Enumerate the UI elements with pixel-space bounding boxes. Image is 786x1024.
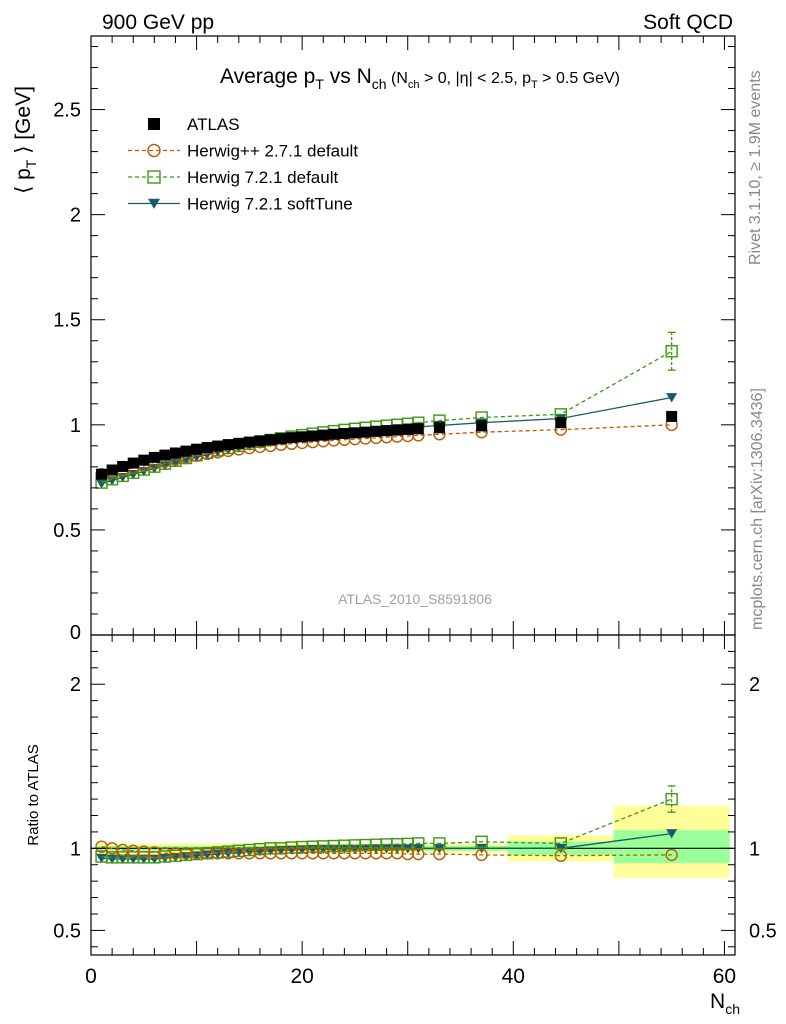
main-point-0-12: [222, 439, 234, 451]
main-series-line-3: [101, 396, 672, 485]
ratio-ytick-label-right-0: 0.5: [749, 920, 777, 942]
main-point-0-31: [433, 422, 445, 434]
ratio-point-0-32: [475, 848, 488, 862]
ratio-point-2-20: [307, 844, 319, 855]
main-ytick-label-0: 0.5: [53, 520, 81, 542]
main-series-line-1: [101, 424, 672, 475]
xtick-label-3: 60: [713, 965, 736, 988]
main-point-0-27: [381, 425, 393, 437]
legend-marker-0: [148, 118, 160, 130]
main-point-0-33: [555, 417, 567, 429]
ratio-ytick-label-right-2: 2: [749, 674, 760, 696]
legend-label-2: Herwig 7.2.1 default: [187, 168, 338, 187]
ratio-ylabel: Ratio to ATLAS: [25, 744, 42, 845]
main-point-0-15: [254, 435, 266, 447]
ratio-point-0-30: [412, 847, 425, 861]
header-right: Soft QCD: [643, 11, 733, 34]
main-point-0-22: [328, 428, 340, 440]
main-point-0-19: [296, 431, 308, 443]
main-point-2-34: [665, 345, 678, 358]
ratio-point-1-34: [665, 792, 678, 806]
main-panel: 0.5 1 1.5 2 2.5 0: [53, 35, 736, 644]
main-point-0-13: [233, 437, 245, 449]
main-point-3-1: [106, 476, 118, 486]
header-left: 900 GeV pp: [102, 11, 214, 34]
ratio-panel: 0 20 40 600.5 0.51 12 2: [53, 36, 777, 988]
main-point-0-9: [191, 443, 203, 455]
main-point-0-23: [338, 427, 350, 439]
analysis-id: ATLAS_2010_S8591806: [338, 591, 492, 607]
main-point-0-14: [243, 436, 255, 448]
main-point-3-6: [159, 461, 171, 471]
ratio-point-0-34: [665, 848, 678, 862]
ratio-point-2-25: [359, 844, 371, 854]
chart-title: Average pT vs Nch (Nch > 0, |η| < 2.5, p…: [220, 65, 620, 92]
main-point-3-0: [96, 479, 108, 489]
legend-label-3: Herwig 7.2.1 softTune: [187, 195, 353, 214]
main-point-0-20: [307, 430, 319, 442]
xtick-label-0: 0: [85, 965, 97, 988]
xtick-label-1: 20: [290, 965, 313, 988]
main-point-0-25: [359, 426, 371, 438]
main-point-0-11: [212, 440, 224, 452]
legend: ATLAS Herwig++ 2.7.1 default Herwig 7.2.1 …: [128, 115, 358, 214]
main-point-0-4: [138, 454, 150, 466]
main-point-0-21: [317, 429, 329, 441]
main-point-0-18: [286, 432, 298, 444]
ratio-point-2-28: [391, 844, 403, 854]
ratio-point-2-27: [381, 844, 393, 854]
main-point-0-24: [349, 427, 361, 439]
main-point-0-17: [275, 433, 287, 445]
main-ytick-label-2: 1.5: [53, 310, 81, 332]
ratio-ytick-label-1: 1: [70, 838, 81, 860]
main-ytick-label-1: 1: [70, 415, 81, 437]
mcplots-label: mcplots.cern.ch [arXiv:1306.3436]: [749, 388, 766, 630]
xtick-label-2: 40: [502, 965, 525, 988]
main-ytick-label-3: 2: [70, 205, 81, 227]
main-ytick-label-4: 2.5: [53, 100, 81, 122]
main-point-0-29: [402, 423, 414, 435]
main-point-0-34: [666, 410, 678, 422]
main-point-0-5: [148, 451, 160, 463]
main-point-0-30: [412, 423, 424, 435]
ratio-point-1-33: [554, 837, 568, 850]
ratio-ytick-label-0: 0.5: [53, 920, 81, 942]
ratio-ytick-label-2: 2: [70, 674, 81, 696]
main-point-0-2: [117, 460, 129, 472]
ratio-frame: [90, 634, 736, 956]
legend-label-0: ATLAS: [187, 115, 240, 134]
main-point-0-3: [127, 457, 139, 469]
main-ylabel: ⟨ pT ⟩ [GeV]: [12, 86, 39, 194]
ratio-ytick-label-right-1: 1: [749, 838, 760, 860]
ratio-point-2-32: [476, 843, 488, 854]
legend-label-1: Herwig++ 2.7.1 default: [187, 142, 358, 161]
legend-marker-1: [147, 143, 161, 158]
legend-marker-2: [147, 170, 161, 184]
main-point-0-16: [264, 434, 276, 446]
main-ytick-label-zero: 0: [70, 622, 81, 644]
ratio-point-0-33: [554, 849, 568, 862]
x-axis-label: Nch: [710, 990, 740, 1017]
rivet-label: Rivet 3.1.10, ≥ 1.9M events: [747, 70, 764, 265]
main-point-0-32: [476, 420, 488, 432]
ratio-point-2-34: [666, 829, 678, 839]
ratio-point-2-26: [370, 844, 382, 854]
legend-marker-3: [148, 198, 160, 209]
main-point-0-28: [391, 424, 403, 436]
main-point-0-10: [201, 442, 213, 454]
main-point-3-8: [180, 455, 192, 465]
ratio-point-0-31: [433, 847, 446, 861]
main-point-0-6: [159, 449, 171, 461]
ratio-point-2-24: [349, 844, 361, 854]
main-point-0-26: [370, 425, 382, 437]
ratio-point-2-22: [328, 844, 340, 855]
ratio-point-2-23: [338, 844, 350, 854]
ratio-point-1-32: [475, 835, 488, 848]
main-point-0-8: [180, 445, 192, 457]
main-point-3-34: [666, 393, 678, 403]
main-point-0-0: [96, 468, 108, 480]
main-point-0-1: [106, 464, 118, 476]
main-point-0-7: [169, 447, 181, 459]
